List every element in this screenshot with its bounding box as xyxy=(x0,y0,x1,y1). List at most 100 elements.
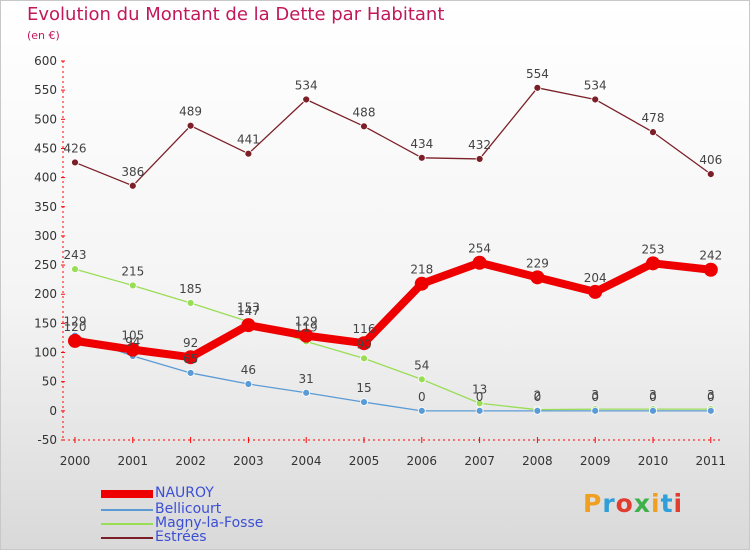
data-point-nauroy xyxy=(472,255,487,270)
data-point-magny-la-fosse xyxy=(475,399,484,408)
x-tick-label: 2005 xyxy=(349,454,380,468)
data-point-nauroy xyxy=(530,270,545,285)
data-point-nauroy xyxy=(414,276,429,291)
data-label-magny-la-fosse: 215 xyxy=(121,264,144,278)
data-label-bellicourt: 94 xyxy=(125,335,140,349)
x-tick-label: 2004 xyxy=(291,454,322,468)
data-point-bellicourt xyxy=(244,380,253,388)
data-point-bellicourt xyxy=(417,406,426,415)
series-line-estr-es xyxy=(74,87,712,187)
data-label-bellicourt: 46 xyxy=(241,363,256,377)
chart-unit-label: (en €) xyxy=(27,29,60,42)
x-tick-label: 2011 xyxy=(696,454,727,468)
data-label-bellicourt: 65 xyxy=(183,352,198,366)
data-label-bellicourt: 129 xyxy=(64,315,87,329)
data-point-nauroy xyxy=(299,328,314,343)
data-label-bellicourt: 0 xyxy=(591,390,599,404)
data-label-estr-es: 441 xyxy=(237,133,260,147)
data-point-nauroy xyxy=(588,284,603,299)
data-point-nauroy xyxy=(357,336,371,351)
y-tick-label: 150 xyxy=(34,316,57,330)
y-tick-label: 100 xyxy=(34,346,57,360)
data-point-nauroy xyxy=(703,262,718,277)
data-label-magny-la-fosse: 3 xyxy=(591,388,599,402)
data-label-bellicourt: 15 xyxy=(356,381,371,395)
data-label-magny-la-fosse: 185 xyxy=(179,282,202,296)
x-tick-label: 2000 xyxy=(60,454,91,468)
series-line-bellicourt xyxy=(74,335,711,412)
data-label-nauroy: 92 xyxy=(183,336,198,350)
y-tick-label: 500 xyxy=(34,112,57,126)
y-tick-label: 250 xyxy=(34,258,57,272)
data-label-nauroy: 254 xyxy=(468,242,491,256)
data-label-estr-es: 489 xyxy=(179,105,202,119)
data-label-magny-la-fosse: 243 xyxy=(64,248,87,262)
y-tick-label: 550 xyxy=(34,83,57,97)
chart-title: Evolution du Montant de la Dette par Hab… xyxy=(27,4,445,25)
y-tick-label: 350 xyxy=(34,200,57,214)
data-point-magny-la-fosse xyxy=(360,354,368,363)
y-tick-label: 400 xyxy=(34,171,57,185)
legend-swatch xyxy=(101,523,153,525)
x-tick-label: 2009 xyxy=(580,454,611,468)
data-point-bellicourt xyxy=(533,406,542,415)
data-point-nauroy xyxy=(68,333,82,348)
legend-label: Estrées xyxy=(155,529,207,545)
data-label-bellicourt: 0 xyxy=(534,390,542,404)
y-tick-label: 300 xyxy=(34,229,57,243)
proxiti-logo: Proxiti xyxy=(583,489,684,518)
legend-item-estr-es: Estrées xyxy=(101,529,321,545)
data-point-nauroy xyxy=(125,342,140,357)
legend-item-magny-la-fosse: Magny-la-Fosse xyxy=(101,515,321,531)
data-point-estr-es xyxy=(706,170,715,179)
legend-swatch xyxy=(101,490,153,498)
data-label-nauroy: 218 xyxy=(410,263,433,277)
data-point-estr-es xyxy=(475,155,484,163)
data-label-estr-es: 426 xyxy=(64,141,87,155)
x-tick-label: 2010 xyxy=(638,454,669,468)
x-tick-label: 2001 xyxy=(118,454,149,468)
data-point-magny-la-fosse xyxy=(186,299,195,307)
data-label-bellicourt: 31 xyxy=(299,372,314,386)
data-label-nauroy: 120 xyxy=(64,320,87,334)
data-label-nauroy: 229 xyxy=(526,256,549,270)
data-point-estr-es xyxy=(186,121,195,130)
legend-label: Magny-la-Fosse xyxy=(155,515,264,531)
series-line-magny-la-fosse xyxy=(74,268,711,411)
data-label-estr-es: 534 xyxy=(584,78,607,92)
data-label-nauroy: 129 xyxy=(295,315,318,329)
data-label-estr-es: 432 xyxy=(468,138,491,152)
legend-label: Bellicourt xyxy=(155,501,222,517)
data-label-nauroy: 105 xyxy=(121,329,144,343)
legend-label: NAUROY xyxy=(155,485,214,501)
legend-swatch xyxy=(101,509,153,511)
data-point-nauroy xyxy=(183,350,198,365)
data-point-estr-es xyxy=(360,122,368,131)
x-tick-label: 2003 xyxy=(233,454,264,468)
y-tick-label: 600 xyxy=(34,54,57,68)
data-point-magny-la-fosse xyxy=(71,265,79,274)
data-label-bellicourt: 0 xyxy=(707,390,715,404)
data-label-bellicourt: 0 xyxy=(418,390,426,404)
data-point-nauroy xyxy=(241,318,256,333)
x-tick-label: 2002 xyxy=(175,454,206,468)
x-tick-label: 2008 xyxy=(522,454,553,468)
data-point-estr-es xyxy=(649,128,657,137)
data-point-bellicourt xyxy=(591,406,600,415)
data-point-estr-es xyxy=(244,149,253,158)
data-label-nauroy: 253 xyxy=(642,242,665,256)
data-label-magny-la-fosse: 54 xyxy=(414,358,429,372)
data-label-nauroy: 116 xyxy=(353,322,376,336)
data-point-bellicourt xyxy=(186,369,195,377)
data-label-estr-es: 554 xyxy=(526,67,549,81)
legend-item-nauroy: NAUROY xyxy=(101,485,321,501)
data-point-bellicourt xyxy=(706,406,715,415)
data-point-bellicourt xyxy=(302,388,311,397)
data-label-magny-la-fosse: 2 xyxy=(534,389,542,403)
data-label-magny-la-fosse: 153 xyxy=(237,301,260,315)
data-point-bellicourt xyxy=(649,406,657,415)
data-label-magny-la-fosse: 119 xyxy=(295,320,318,334)
series-line-nauroy xyxy=(74,258,712,362)
data-label-magny-la-fosse: 13 xyxy=(472,382,487,396)
